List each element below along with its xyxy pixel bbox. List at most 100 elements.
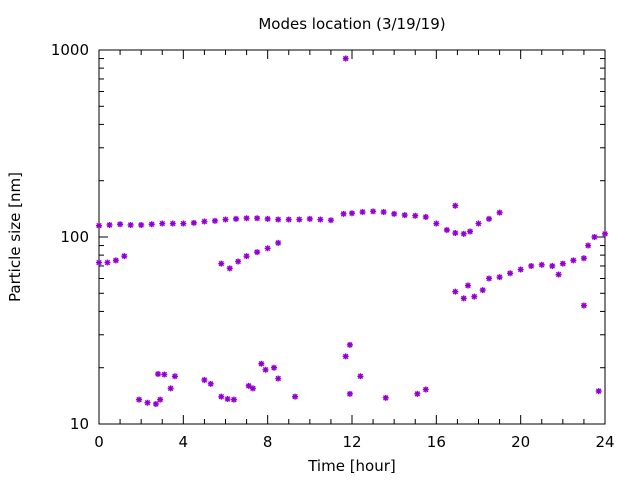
data-point [507,270,514,277]
data-point [249,385,256,392]
data-point [433,220,440,227]
data-point [235,258,242,265]
data-point [486,275,493,282]
data-point [275,239,282,246]
data-point [264,245,271,252]
data-point [460,230,467,237]
data-point [169,220,176,227]
data-point [422,213,429,220]
data-point [104,259,111,266]
data-point [595,388,602,395]
data-point [382,394,389,401]
data-point [201,218,208,225]
data-point [243,215,250,222]
x-tick-label: 16 [427,433,446,451]
data-points [96,55,608,407]
data-point [292,393,299,400]
data-point [555,271,562,278]
data-point [496,209,503,216]
data-point [570,257,577,264]
data-point [580,302,587,309]
data-point [161,371,168,378]
data-point [443,227,450,234]
data-point [127,221,134,228]
data-point [486,215,493,222]
data-point [585,242,592,249]
data-point [148,221,155,228]
data-point [243,253,250,260]
data-point [96,222,102,229]
data-point [152,400,159,407]
x-tick-label: 12 [342,433,361,451]
data-point [346,390,353,397]
data-point [591,234,598,240]
data-point [475,220,482,227]
data-point [275,375,282,382]
data-point [471,293,478,300]
data-point [401,212,408,219]
data-point [180,220,187,227]
data-point [201,376,208,383]
data-point [317,216,324,223]
data-point [224,396,231,403]
plot-frame [98,49,606,425]
data-point [285,216,292,223]
data-point [528,262,535,269]
data-point [218,260,225,267]
y-axis-label: Particle size [nm] [6,172,24,302]
data-point [340,210,347,217]
x-tick-label: 20 [511,433,530,451]
data-point [359,209,366,216]
y-tick-label: 1000 [51,41,89,59]
data-point [207,380,214,387]
data-point [245,382,252,389]
y-ticks: 10 100 1000 [51,41,605,433]
data-point [342,55,349,62]
data-point [327,217,334,224]
data-point [391,210,398,217]
data-point [422,386,429,393]
data-point [171,373,178,380]
data-point [496,274,503,281]
data-point [262,366,269,373]
data-point [138,221,145,228]
y-tick-label: 100 [60,228,89,246]
data-point [264,215,271,222]
data-point [121,253,128,260]
data-point [117,221,124,228]
x-tick-label: 0 [94,433,104,451]
data-point [412,212,419,219]
data-point [222,216,229,223]
data-point [559,260,566,267]
data-point [460,295,467,302]
data-point [226,265,233,272]
data-point [157,396,164,403]
data-point [190,219,197,226]
data-point [155,371,162,378]
data-point [346,341,353,348]
data-point [254,215,261,222]
data-point [414,390,421,397]
data-point [233,215,240,222]
data-point [580,255,587,262]
data-point [106,221,113,228]
x-tick-label: 8 [263,433,273,451]
data-point [370,208,377,215]
x-tick-label: 24 [595,433,614,451]
data-point [96,259,102,266]
data-point [380,209,387,216]
data-point [218,393,225,400]
data-point [452,202,459,209]
data-point [467,228,474,235]
data-point [254,249,261,256]
x-tick-label: 4 [179,433,189,451]
data-point [230,396,237,403]
data-point [144,399,151,406]
chart-title: Modes location (3/19/19) [258,15,445,33]
data-point [296,216,303,223]
data-point [517,266,524,273]
data-point [349,210,355,217]
data-point [464,282,471,289]
data-point [538,261,545,268]
